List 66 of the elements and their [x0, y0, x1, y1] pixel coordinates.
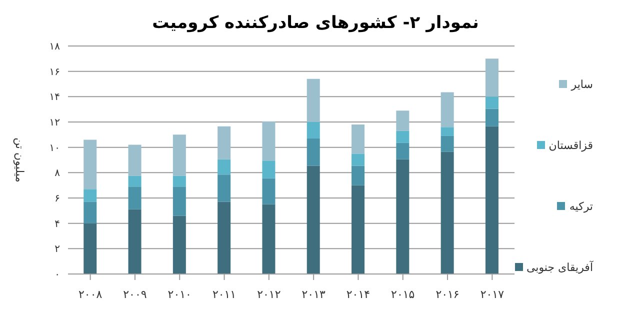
y-tick-label: ۸: [54, 168, 61, 180]
bar: [218, 202, 231, 274]
bar: [262, 204, 276, 274]
bar: [128, 186, 142, 210]
bar: [352, 154, 365, 166]
x-tick-label: ۲۰۱۰: [168, 288, 192, 301]
bar: [84, 189, 97, 202]
legend-label: قزاقستان: [548, 138, 593, 152]
bar: [485, 108, 498, 126]
y-tick-label: ۶: [54, 194, 60, 205]
bar: [306, 78, 320, 122]
bar: [440, 136, 454, 152]
x-tick-label: ۲۰۰۹: [123, 288, 147, 301]
x-tick-label: ۲۰۱۱: [212, 288, 236, 301]
x-tick-label: ۲۰۱۶: [436, 288, 460, 301]
bar: [128, 209, 142, 274]
bar: [172, 216, 186, 274]
y-tick-label: ۴: [54, 218, 60, 230]
bar: [218, 159, 231, 175]
x-tick-label: ۲۰۱۳: [302, 288, 326, 301]
y-tick-label: ۱۰: [49, 142, 60, 154]
bar: [440, 152, 454, 274]
x-tick-label: ۲۰۱۷: [480, 288, 504, 301]
bar: [84, 202, 97, 224]
legend-label: ترکیه: [569, 200, 593, 212]
y-tick-label: ۲: [54, 244, 60, 256]
x-tick-label: ۲۰۱۴: [346, 288, 370, 301]
y-tick-label: ۱۸: [49, 42, 61, 53]
bar: [128, 176, 142, 187]
bar: [172, 134, 186, 176]
bar: [485, 58, 498, 97]
bar: [172, 176, 186, 187]
bar: [218, 174, 231, 202]
bar: [485, 126, 498, 274]
bar: [306, 138, 320, 166]
y-tick-label: ۱۴: [49, 92, 60, 104]
y-tick-label: ۰: [54, 270, 60, 281]
bar: [128, 144, 142, 176]
bar: [84, 223, 97, 274]
y-axis-title: میلیون تن: [13, 138, 26, 183]
chart-title: نمودار ۲- کشورهای صادرکننده کرومیت: [151, 12, 480, 35]
bar: [352, 185, 365, 274]
x-tick-label: ۲۰۰۸: [78, 288, 102, 301]
bar: [262, 160, 276, 178]
bar: [440, 127, 454, 136]
y-tick-label: ۱۶: [49, 66, 60, 78]
bar: [306, 122, 320, 138]
bar: [485, 96, 498, 109]
bar: [172, 186, 186, 216]
legend-label: آفریقای جنوبی: [526, 260, 593, 274]
bar: [218, 126, 231, 160]
bar: [262, 121, 276, 161]
bar: [84, 140, 97, 190]
x-tick-label: ۲۰۱۵: [391, 288, 415, 301]
bar: [396, 142, 410, 160]
bar: [352, 166, 365, 186]
x-tick-label: ۲۰۱۲: [257, 288, 281, 301]
y-tick-label: ۱۲: [49, 118, 60, 129]
bar: [262, 178, 276, 204]
bar: [352, 124, 365, 154]
bar: [306, 166, 320, 274]
bar: [396, 159, 410, 274]
bar: [440, 92, 454, 128]
legend-label: سایر: [571, 78, 593, 90]
bar: [396, 110, 410, 131]
bar: [396, 130, 410, 143]
